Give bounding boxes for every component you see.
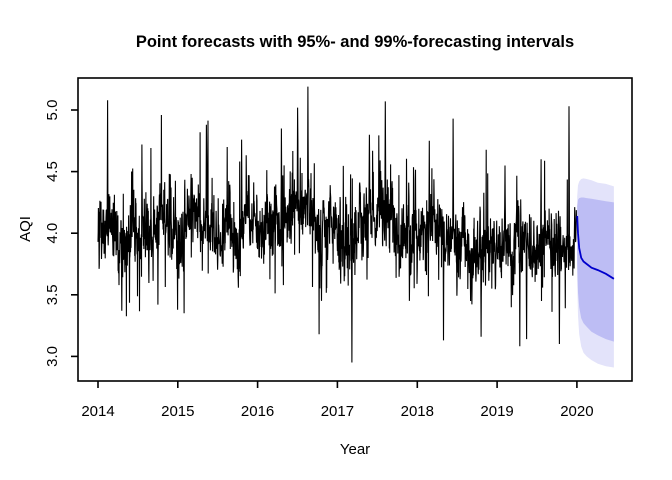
point-forecast-line xyxy=(576,215,615,280)
x-axis-label: Year xyxy=(340,441,370,458)
y-tick-label: 4.5 xyxy=(44,161,61,182)
x-tick-label: 2017 xyxy=(321,403,354,420)
forecast-interval-bands xyxy=(577,178,614,368)
x-tick-label: 2019 xyxy=(480,403,513,420)
plot-border xyxy=(77,77,633,382)
y-tick-label: 5.0 xyxy=(44,100,61,121)
y-tick-label: 4.0 xyxy=(44,223,61,244)
chart-title: Point forecasts with 95%- and 99%-foreca… xyxy=(136,33,574,51)
y-tick-label: 3.5 xyxy=(44,284,61,305)
x-tick-label: 2018 xyxy=(401,403,434,420)
series-lines xyxy=(97,86,615,363)
observed-series-line xyxy=(97,86,578,363)
x-tick-label: 2014 xyxy=(81,403,114,420)
x-tick-label: 2015 xyxy=(161,403,194,420)
x-tick-label: 2016 xyxy=(241,403,274,420)
y-axis-label: AQI xyxy=(17,216,34,242)
x-tick-label: 2020 xyxy=(560,403,593,420)
y-tick-label: 3.0 xyxy=(44,346,61,367)
axis-ticks: 2014 2015 2016 2017 2018 2019 2020 3.0 3.5 4.0 4.5… xyxy=(44,100,594,420)
